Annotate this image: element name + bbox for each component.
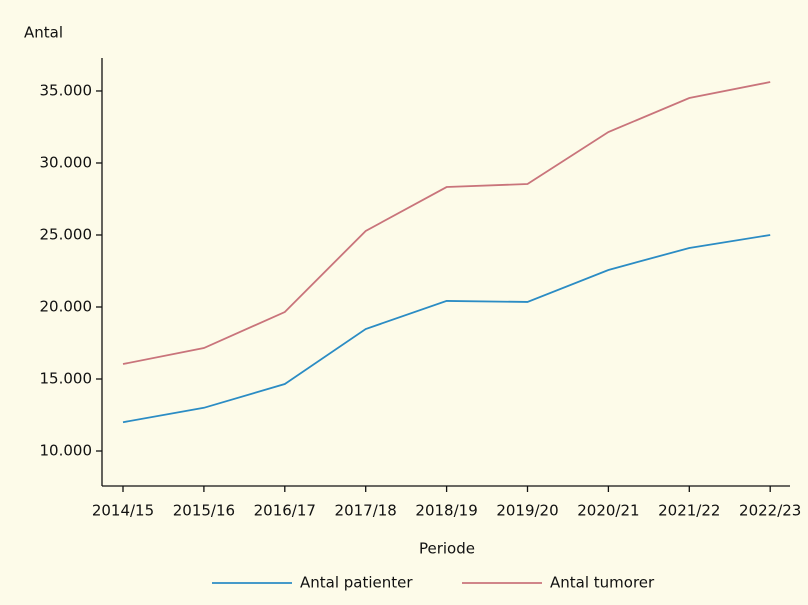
x-tick-label: 2020/21: [577, 502, 639, 520]
x-axis-label: Periode: [419, 540, 475, 558]
y-tick-label: 35.000: [40, 81, 93, 99]
x-tick-label: 2019/20: [496, 502, 558, 520]
x-tick-label: 2014/15: [92, 502, 154, 520]
x-tick-label: 2021/22: [658, 502, 720, 520]
series-line: [122, 81, 771, 365]
y-tick-label: 25.000: [40, 225, 93, 243]
x-tick-label: 2015/16: [173, 502, 235, 520]
y-tick-label: 20.000: [40, 297, 93, 315]
series-line: [122, 234, 771, 424]
x-tick-label: 2018/19: [415, 502, 477, 520]
x-tick-label: 2016/17: [254, 502, 316, 520]
x-tick-label: 2022/23: [739, 502, 801, 520]
y-tick-label: 10.000: [40, 442, 93, 460]
y-axis-label: Antal: [24, 24, 63, 42]
legend-label: Antal tumorer: [550, 574, 655, 592]
x-tick-label: 2017/18: [335, 502, 397, 520]
y-tick-label: 30.000: [40, 153, 93, 171]
y-tick-label: 15.000: [40, 370, 93, 388]
legend-label: Antal patienter: [300, 574, 413, 592]
